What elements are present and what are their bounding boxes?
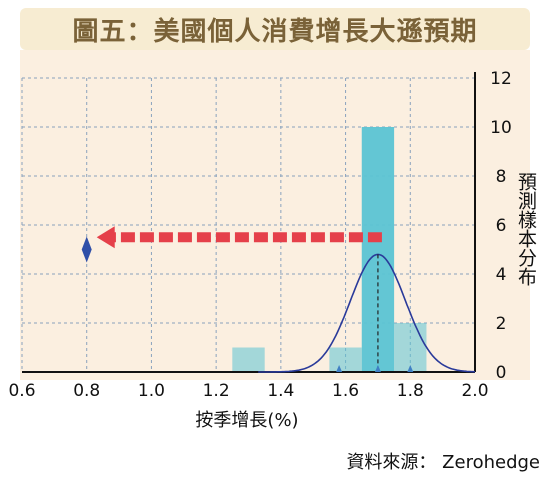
title-bar: 圖五：美國個人消費增長大遜預期 bbox=[20, 8, 530, 50]
histogram-bar bbox=[329, 347, 362, 372]
forecast-marker bbox=[336, 365, 343, 372]
x-tick-label: 1.0 bbox=[138, 381, 165, 401]
y-tick-label: 8 bbox=[496, 167, 507, 187]
x-tick-label: 1.2 bbox=[203, 381, 230, 401]
y-tick-label: 10 bbox=[490, 118, 512, 138]
distribution-curve bbox=[258, 253, 476, 373]
source-note: 資料來源： Zerohedge bbox=[346, 452, 540, 473]
histogram-bar bbox=[232, 347, 265, 372]
x-tick-label: 0.8 bbox=[73, 381, 100, 401]
forecast-marker bbox=[407, 365, 414, 372]
arrow-head bbox=[96, 226, 115, 249]
x-axis-label: 按季增長(%) bbox=[195, 410, 299, 431]
x-tick-label: 1.4 bbox=[267, 381, 294, 401]
histogram-bar bbox=[394, 323, 427, 372]
chart-title: 圖五：美國個人消費增長大遜預期 bbox=[72, 16, 478, 47]
y-axis-label: 預測樣本分布 bbox=[515, 172, 537, 286]
y-tick-label: 12 bbox=[490, 69, 512, 89]
x-tick-label: 0.6 bbox=[8, 381, 35, 401]
forecast-marker bbox=[374, 365, 381, 372]
y-tick-label: 4 bbox=[496, 265, 507, 285]
y-tick-label: 2 bbox=[496, 314, 507, 334]
plot-background bbox=[20, 50, 530, 380]
y-tick-label: 6 bbox=[496, 216, 507, 236]
x-tick-label: 1.6 bbox=[332, 381, 359, 401]
actual-value-marker bbox=[81, 236, 92, 263]
x-tick-label: 1.8 bbox=[397, 381, 424, 401]
y-tick-label: 0 bbox=[496, 363, 507, 383]
histogram-bar bbox=[361, 127, 395, 372]
x-tick-label: 2.0 bbox=[461, 381, 488, 401]
